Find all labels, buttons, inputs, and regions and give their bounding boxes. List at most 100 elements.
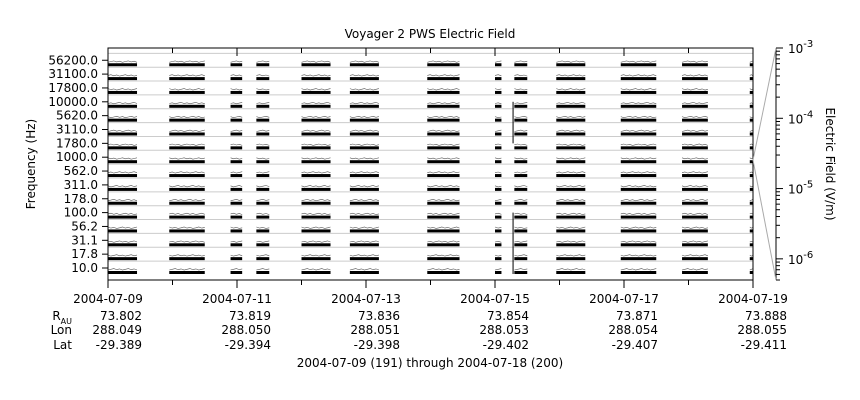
channel-fluctuation xyxy=(494,171,502,174)
channel-fluctuation xyxy=(301,198,331,202)
x-tick-label: 2004-07-17 xyxy=(589,292,659,306)
channel-trace xyxy=(169,90,205,94)
orbit-value: -29.402 xyxy=(483,338,529,352)
channel-trace xyxy=(749,90,753,94)
channel-fluctuation xyxy=(107,254,138,257)
channel-trace xyxy=(514,201,528,205)
channel-trace xyxy=(495,201,502,205)
y-tick-label: 1780.0 xyxy=(56,136,98,150)
channel-trace xyxy=(682,215,708,219)
channel-fluctuation xyxy=(301,254,331,257)
channel-fluctuation xyxy=(749,226,754,229)
channel-trace xyxy=(230,215,243,219)
channel-trace xyxy=(169,146,205,150)
channel-fluctuation xyxy=(514,115,528,119)
channel-fluctuation xyxy=(427,143,460,146)
channel-trace xyxy=(230,271,243,274)
channel-trace xyxy=(495,146,502,150)
channel-trace xyxy=(349,229,379,233)
channel-trace xyxy=(514,174,528,178)
channel-trace xyxy=(349,257,379,261)
channel-trace xyxy=(256,160,270,164)
channel-fluctuation xyxy=(107,143,138,146)
channel-fluctuation xyxy=(681,143,709,146)
channel-trace xyxy=(749,63,753,67)
channel-trace xyxy=(108,229,138,233)
channel-trace xyxy=(349,90,379,94)
orbit-value: 73.854 xyxy=(487,309,529,323)
channel-fluctuation xyxy=(349,102,380,105)
channel-trace xyxy=(556,63,586,67)
channel-fluctuation xyxy=(620,212,657,215)
channel-fluctuation xyxy=(427,157,460,160)
channel-trace xyxy=(514,104,528,108)
channel-trace xyxy=(169,118,205,122)
channel-fluctuation xyxy=(514,74,528,77)
channel-trace xyxy=(556,132,586,136)
channel-fluctuation xyxy=(256,115,270,119)
channel-trace xyxy=(556,146,586,150)
channel-fluctuation xyxy=(256,198,270,202)
channel-trace xyxy=(169,229,205,233)
channel-fluctuation xyxy=(169,88,205,91)
y-tick-label: 562.0 xyxy=(64,164,98,178)
channel-trace xyxy=(514,243,528,247)
channel-trace xyxy=(495,174,502,178)
orbit-value: 73.802 xyxy=(100,309,142,323)
channel-trace xyxy=(749,118,753,122)
channel-fluctuation xyxy=(427,198,460,202)
channel-fluctuation xyxy=(681,129,708,132)
channel-fluctuation xyxy=(256,268,270,271)
channel-trace xyxy=(169,77,205,81)
channel-fluctuation xyxy=(301,240,331,243)
channel-trace xyxy=(301,271,331,274)
channel-trace xyxy=(169,257,205,261)
channel-fluctuation xyxy=(427,226,460,229)
channel-trace xyxy=(556,77,586,81)
channel-trace xyxy=(349,146,379,150)
channel-trace xyxy=(230,229,243,233)
channel-trace xyxy=(682,77,708,81)
channel-trace xyxy=(349,271,379,274)
channel-trace xyxy=(349,174,379,178)
channel-fluctuation xyxy=(301,268,331,271)
channel-trace xyxy=(169,215,205,219)
channel-fluctuation xyxy=(494,60,502,63)
channel-fluctuation xyxy=(107,240,138,243)
channel-fluctuation xyxy=(230,115,243,119)
channel-trace xyxy=(349,160,379,164)
channel-fluctuation xyxy=(230,254,243,257)
channel-fluctuation xyxy=(556,185,586,188)
channel-trace xyxy=(301,187,331,191)
channel-trace xyxy=(301,90,331,94)
channel-trace xyxy=(230,187,243,191)
channel-fluctuation xyxy=(749,74,754,77)
channel-fluctuation xyxy=(494,157,502,160)
y-tick-label: 10.0 xyxy=(71,261,98,275)
orbit-table: RAULonLat73.802288.049-29.38973.819288.0… xyxy=(51,309,787,352)
channel-fluctuation xyxy=(556,171,586,174)
y-tick-label: 56200.0 xyxy=(48,53,98,67)
channel-trace xyxy=(169,187,205,191)
channel-trace xyxy=(256,77,270,81)
colorbar-tick-label: 10-6 xyxy=(788,250,813,267)
channel-trace xyxy=(682,63,708,67)
colorbar-connector xyxy=(752,47,777,161)
channel-fluctuation xyxy=(681,171,708,174)
channel-trace xyxy=(256,243,270,247)
orbit-value: -29.398 xyxy=(354,338,400,352)
x-tick-label: 2004-07-11 xyxy=(202,292,272,306)
channel-fluctuation xyxy=(107,102,138,105)
channel-trace xyxy=(169,104,205,108)
channel-fluctuation xyxy=(494,129,502,132)
channel-fluctuation xyxy=(107,226,138,229)
channel-trace xyxy=(256,90,270,94)
channel-trace xyxy=(301,229,331,233)
channel-trace xyxy=(256,174,270,178)
channel-fluctuation xyxy=(256,185,270,188)
channel-fluctuation xyxy=(514,212,528,215)
channel-fluctuation xyxy=(349,157,379,160)
channel-trace xyxy=(256,201,270,205)
channel-trace xyxy=(514,160,528,164)
channel-fluctuation xyxy=(494,254,502,257)
